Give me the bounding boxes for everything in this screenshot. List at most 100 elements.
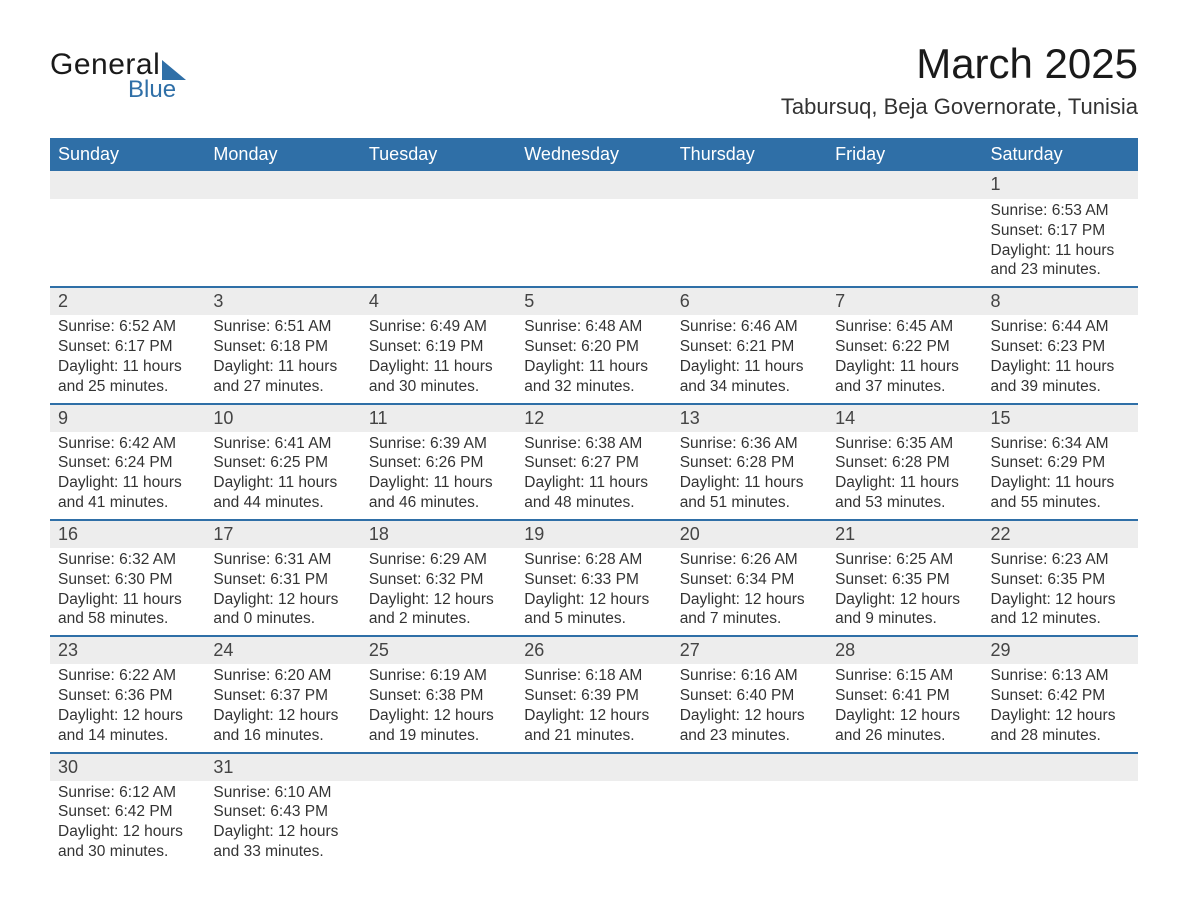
sunset-line: Sunset: 6:39 PM [524,686,663,706]
daynum-row: 1 [50,171,1138,199]
day-number-cell [827,171,982,199]
day-detail-cell: Sunrise: 6:28 AMSunset: 6:33 PMDaylight:… [516,548,671,636]
day-number: 6 [680,291,690,311]
day-number: 30 [58,757,78,777]
sunset-line: Sunset: 6:30 PM [58,570,197,590]
sunset-line: Sunset: 6:36 PM [58,686,197,706]
title-block: March 2025 Tabursuq, Beja Governorate, T… [781,40,1138,120]
day-number: 2 [58,291,68,311]
daylight-line: Daylight: 12 hours [680,590,819,610]
sunset-line: Sunset: 6:34 PM [680,570,819,590]
daylight-line: and 48 minutes. [524,493,663,513]
weekday-header: Monday [205,138,360,171]
day-number: 28 [835,640,855,660]
day-detail-cell [205,199,360,287]
day-number-cell: 27 [672,636,827,664]
weekday-header-row: Sunday Monday Tuesday Wednesday Thursday… [50,138,1138,171]
daylight-line: Daylight: 11 hours [58,590,197,610]
day-number: 29 [991,640,1011,660]
daynum-row: 2345678 [50,287,1138,315]
daylight-line: and 5 minutes. [524,609,663,629]
sunrise-line: Sunrise: 6:32 AM [58,550,197,570]
day-number-cell [361,171,516,199]
day-detail-cell: Sunrise: 6:45 AMSunset: 6:22 PMDaylight:… [827,315,982,403]
daylight-line: Daylight: 12 hours [991,590,1130,610]
sunrise-line: Sunrise: 6:52 AM [58,317,197,337]
day-detail-cell [516,199,671,287]
day-number: 14 [835,408,855,428]
daylight-line: and 7 minutes. [680,609,819,629]
sunset-line: Sunset: 6:33 PM [524,570,663,590]
day-detail-cell: Sunrise: 6:42 AMSunset: 6:24 PMDaylight:… [50,432,205,520]
logo-text-blue: Blue [128,76,176,104]
day-number-cell: 17 [205,520,360,548]
day-detail-cell: Sunrise: 6:20 AMSunset: 6:37 PMDaylight:… [205,664,360,752]
day-detail-cell: Sunrise: 6:41 AMSunset: 6:25 PMDaylight:… [205,432,360,520]
day-detail-cell [361,199,516,287]
sunset-line: Sunset: 6:37 PM [213,686,352,706]
day-detail-cell: Sunrise: 6:22 AMSunset: 6:36 PMDaylight:… [50,664,205,752]
daylight-line: and 46 minutes. [369,493,508,513]
daylight-line: Daylight: 12 hours [369,706,508,726]
sunset-line: Sunset: 6:31 PM [213,570,352,590]
sunset-line: Sunset: 6:42 PM [58,802,197,822]
calendar-table: Sunday Monday Tuesday Wednesday Thursday… [50,138,1138,868]
day-number-cell: 26 [516,636,671,664]
daylight-line: and 33 minutes. [213,842,352,862]
sunrise-line: Sunrise: 6:44 AM [991,317,1130,337]
daylight-line: and 14 minutes. [58,726,197,746]
day-number: 10 [213,408,233,428]
daylight-line: Daylight: 11 hours [524,357,663,377]
day-number-cell: 21 [827,520,982,548]
sunrise-line: Sunrise: 6:38 AM [524,434,663,454]
day-number-cell: 4 [361,287,516,315]
sunset-line: Sunset: 6:26 PM [369,453,508,473]
day-number: 9 [58,408,68,428]
daynum-row: 16171819202122 [50,520,1138,548]
sunrise-line: Sunrise: 6:34 AM [991,434,1130,454]
sunset-line: Sunset: 6:22 PM [835,337,974,357]
sunrise-line: Sunrise: 6:48 AM [524,317,663,337]
sunrise-line: Sunrise: 6:26 AM [680,550,819,570]
day-number: 16 [58,524,78,544]
daylight-line: and 30 minutes. [369,377,508,397]
daylight-line: Daylight: 11 hours [680,473,819,493]
location-label: Tabursuq, Beja Governorate, Tunisia [781,94,1138,120]
detail-row: Sunrise: 6:32 AMSunset: 6:30 PMDaylight:… [50,548,1138,636]
sunset-line: Sunset: 6:42 PM [991,686,1130,706]
day-detail-cell [672,199,827,287]
daylight-line: Daylight: 12 hours [680,706,819,726]
sunset-line: Sunset: 6:21 PM [680,337,819,357]
day-number: 12 [524,408,544,428]
day-detail-cell: Sunrise: 6:26 AMSunset: 6:34 PMDaylight:… [672,548,827,636]
day-detail-cell: Sunrise: 6:25 AMSunset: 6:35 PMDaylight:… [827,548,982,636]
day-number-cell: 9 [50,404,205,432]
day-number: 8 [991,291,1001,311]
sunrise-line: Sunrise: 6:31 AM [213,550,352,570]
daylight-line: and 23 minutes. [680,726,819,746]
day-detail-cell [516,781,671,868]
sunset-line: Sunset: 6:17 PM [991,221,1130,241]
daylight-line: Daylight: 11 hours [58,473,197,493]
sunrise-line: Sunrise: 6:16 AM [680,666,819,686]
day-detail-cell: Sunrise: 6:15 AMSunset: 6:41 PMDaylight:… [827,664,982,752]
day-number-cell [983,753,1138,781]
daylight-line: and 55 minutes. [991,493,1130,513]
weekday-header: Wednesday [516,138,671,171]
daylight-line: and 19 minutes. [369,726,508,746]
daylight-line: Daylight: 12 hours [58,822,197,842]
day-detail-cell: Sunrise: 6:34 AMSunset: 6:29 PMDaylight:… [983,432,1138,520]
sunset-line: Sunset: 6:40 PM [680,686,819,706]
daylight-line: Daylight: 12 hours [213,706,352,726]
sunrise-line: Sunrise: 6:18 AM [524,666,663,686]
daynum-row: 9101112131415 [50,404,1138,432]
daylight-line: Daylight: 11 hours [369,473,508,493]
day-number-cell: 29 [983,636,1138,664]
daylight-line: Daylight: 12 hours [213,822,352,842]
daylight-line: Daylight: 12 hours [835,706,974,726]
daylight-line: and 41 minutes. [58,493,197,513]
day-number: 15 [991,408,1011,428]
day-detail-cell: Sunrise: 6:46 AMSunset: 6:21 PMDaylight:… [672,315,827,403]
day-number: 26 [524,640,544,660]
day-number-cell: 6 [672,287,827,315]
